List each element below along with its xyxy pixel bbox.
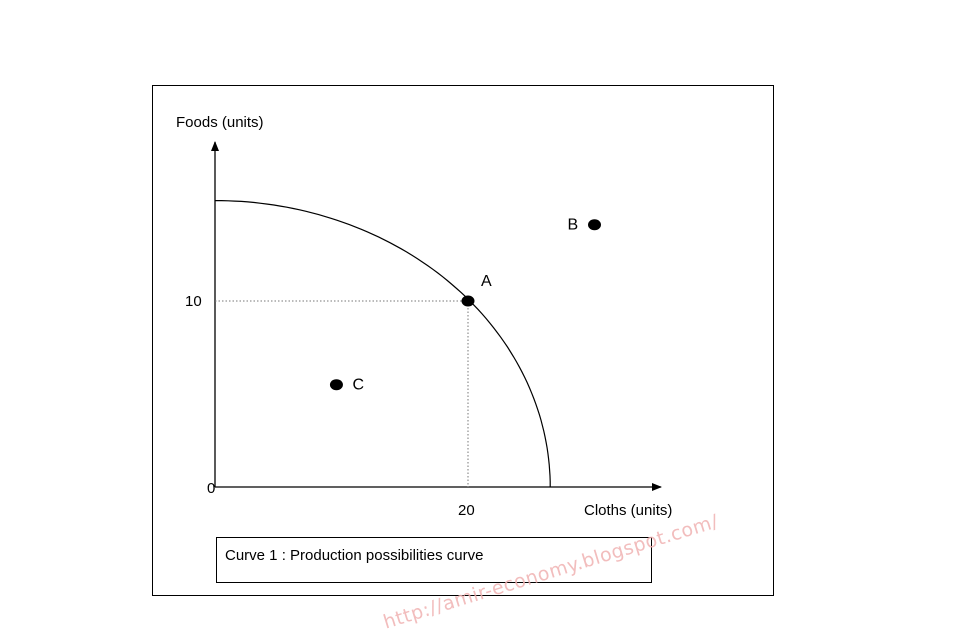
- y-tick-label: 10: [185, 293, 202, 310]
- caption-text: Curve 1 : Production possibilities curve: [225, 547, 484, 564]
- x-axis-label: Cloths (units): [584, 502, 673, 519]
- origin-label: 0: [207, 480, 216, 497]
- points-layer: A B C: [329, 217, 601, 394]
- y-axis-label: Foods (units): [176, 114, 264, 131]
- figure-frame: [152, 85, 774, 596]
- point-a: [461, 295, 475, 307]
- x-tick-label: 20: [458, 502, 475, 519]
- point-a-label: A: [481, 273, 492, 290]
- point-c-label: C: [352, 377, 364, 394]
- point-b-label: B: [568, 217, 579, 234]
- production-possibilities-curve: [215, 200, 551, 487]
- point-b: [588, 219, 601, 231]
- point-c: [329, 379, 343, 391]
- caption-box: Curve 1 : Production possibilities curve: [216, 537, 652, 583]
